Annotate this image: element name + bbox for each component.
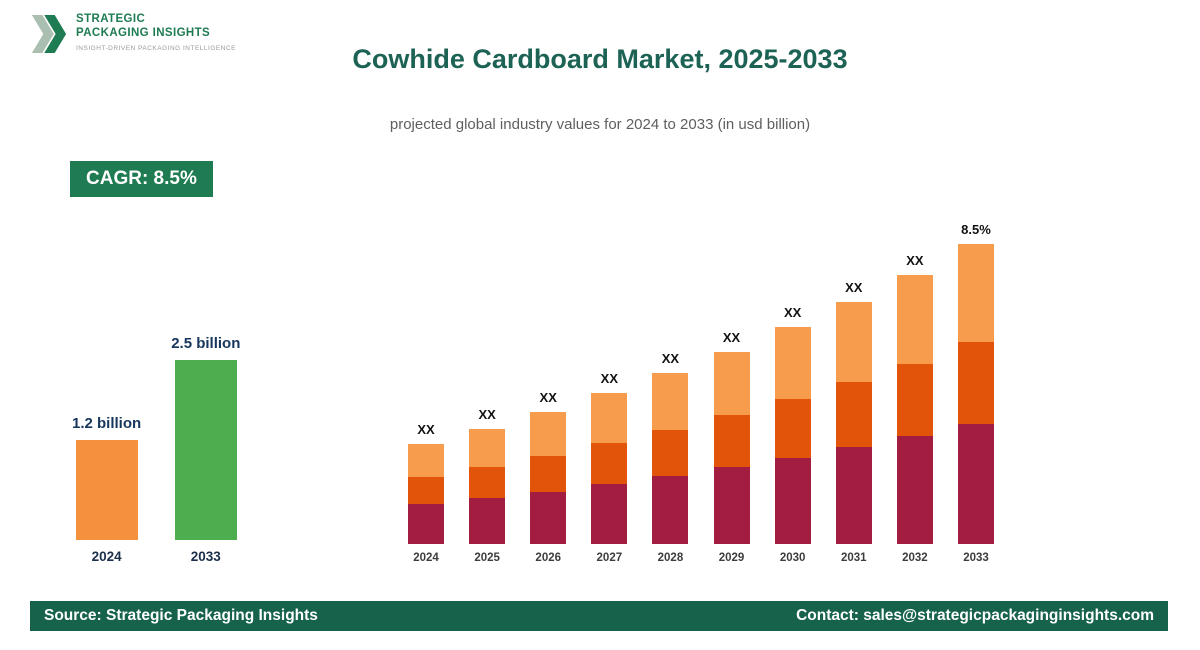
bar-group: XX 2026: [530, 390, 567, 564]
bar-segment-3: [530, 412, 567, 456]
bar-segment-3: [957, 244, 994, 343]
bar-value-label: XX: [845, 280, 863, 295]
bar-segment-2: [835, 381, 872, 447]
bar: [408, 444, 444, 544]
x-axis-label: 2030: [779, 552, 806, 564]
x-axis-label: 2031: [840, 552, 867, 564]
bar-value-label: XX: [478, 407, 496, 422]
bar-segment-2: [713, 414, 750, 468]
bar-segment-1: [835, 446, 872, 544]
x-axis-label: 2026: [535, 552, 562, 564]
bar: [835, 302, 872, 544]
bar-segment-3: [469, 429, 506, 468]
bar: [652, 373, 689, 544]
bar: [774, 327, 811, 544]
bar-segment-2: [957, 342, 994, 424]
bar: [896, 275, 933, 544]
bar-segment-3: [408, 444, 444, 478]
page-title: Cowhide Cardboard Market, 2025-2033: [352, 44, 848, 74]
bar: [591, 393, 628, 544]
bar-group: XX 2028: [652, 351, 689, 564]
bar-segment-2: [896, 363, 933, 437]
bar: [469, 429, 506, 544]
bar-segment-2: [469, 467, 506, 498]
brand-name-line1: STRATEGIC: [76, 13, 146, 25]
x-axis-label: 2033: [190, 549, 221, 564]
brand-tagline: INSIGHT-DRIVEN PACKAGING INTELLIGENCE: [76, 44, 236, 52]
x-axis-label: 2033: [963, 552, 989, 564]
bar-value-label: XX: [783, 305, 802, 320]
bar-segment-1: [774, 457, 811, 544]
bar-segment-3: [774, 327, 811, 399]
bar: [75, 440, 138, 540]
bar-segment-2: [652, 429, 689, 477]
x-axis-label: 2029: [718, 552, 745, 564]
bar-value-label: 2.5 billion: [171, 335, 241, 352]
bar-group: 1.2 billion 2024: [72, 415, 141, 564]
bar-segment-1: [530, 491, 567, 544]
x-axis-label: 2032: [902, 552, 928, 564]
x-axis-label: 2025: [474, 552, 500, 564]
bar-group: XX 2032: [896, 253, 933, 564]
bar-group: XX 2030: [774, 305, 811, 564]
bar-group: XX 2027: [591, 371, 628, 564]
bar-segment-2: [591, 443, 628, 484]
bar-segment-1: [713, 467, 750, 544]
bar: [174, 360, 237, 540]
yearly-stacked-chart: XX 2024 XX 2025 XX 2026 XX 2027 XX 2028 XX 2029 XX 20…: [408, 222, 994, 564]
x-axis-label: 2028: [657, 552, 684, 564]
bar-value-label: XX: [417, 422, 435, 437]
bar-value-label: XX: [906, 253, 924, 268]
bar-segment-3: [835, 302, 872, 382]
footer-bar: Source: Strategic Packaging Insights Con…: [30, 601, 1168, 631]
x-axis-label: 2027: [596, 552, 623, 564]
bar-segment-3: [591, 393, 628, 444]
footer-source: Source: Strategic Packaging Insights: [44, 607, 318, 624]
bar-value-label: XX: [600, 371, 618, 386]
bar-group: 8.5% 2033: [957, 222, 994, 564]
bar-group: XX 2024: [408, 422, 444, 564]
bar-group: 2.5 billion 2033: [171, 335, 240, 564]
brand-chevron-icon: [30, 12, 68, 61]
bar-segment-1: [408, 504, 444, 544]
bar-group: XX 2025: [469, 407, 506, 564]
bar-segment-2: [530, 456, 567, 492]
bar-group: XX 2029: [713, 330, 750, 564]
bar-value-label: XX: [661, 351, 680, 366]
bar-value-label: 8.5%: [961, 222, 991, 237]
bar-segment-1: [957, 424, 994, 544]
bar: [713, 352, 750, 544]
bar-segment-2: [408, 477, 444, 504]
bar-segment-2: [774, 398, 811, 458]
brand-logo: STRATEGIC PACKAGING INSIGHTS INSIGHT-DRI…: [30, 12, 236, 61]
page-subtitle: projected global industry values for 202…: [389, 116, 811, 133]
cagr-badge: CAGR: 8.5%: [70, 161, 213, 197]
bar-segment-1: [591, 483, 628, 544]
brand-name-line2: PACKAGING INSIGHTS: [76, 27, 211, 40]
x-axis-label: 2024: [413, 552, 439, 564]
bar-segment-1: [652, 476, 689, 544]
bar-value-label: XX: [539, 390, 557, 405]
growth-comparison-chart: 1.2 billion 2024 2.5 billion 2033: [72, 335, 240, 564]
footer-contact: Contact: sales@strategicpackaginginsight…: [796, 607, 1154, 624]
bar-segment-3: [896, 275, 933, 364]
bar: [957, 244, 994, 544]
x-axis-label: 2024: [91, 549, 122, 564]
bar-value-label: XX: [722, 330, 741, 345]
bar-segment-1: [469, 498, 506, 544]
brand-text: STRATEGIC PACKAGING INSIGHTS INSIGHT-DRI…: [76, 12, 236, 52]
bar-group: XX 2031: [835, 280, 872, 564]
bar-segment-1: [896, 436, 933, 544]
bar-segment-3: [713, 352, 750, 415]
bar: [530, 412, 567, 544]
bar-value-label: 1.2 billion: [72, 415, 142, 432]
bar-segment-3: [652, 373, 689, 430]
